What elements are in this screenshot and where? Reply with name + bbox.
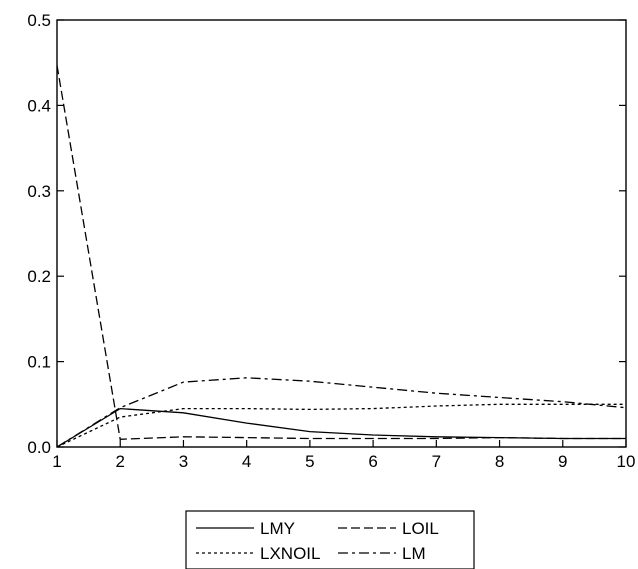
series-line-loil xyxy=(56,65,626,440)
y-tick-label: 0.2 xyxy=(27,267,51,286)
y-tick-label: 0.0 xyxy=(27,438,51,457)
x-tick-label: 3 xyxy=(179,452,188,471)
series-line-lxnoil xyxy=(56,403,626,448)
series-line-lm xyxy=(56,377,627,448)
series-line-lmy xyxy=(56,407,626,448)
x-tick-label: 4 xyxy=(242,452,251,471)
plot-frame xyxy=(56,19,627,448)
x-axis-ticks: 1 2 3 4 5 6 7 8 9 10 xyxy=(52,440,635,471)
y-axis-ticks: 0.0 0.1 0.2 0.3 0.4 0.5 xyxy=(27,11,626,457)
legend: LMY LOIL LXNOIL LM xyxy=(185,510,475,569)
x-tick-label: 5 xyxy=(305,452,314,471)
x-tick-label: 9 xyxy=(558,452,567,471)
legend-box xyxy=(185,510,475,569)
legend-label-lm: LM xyxy=(402,544,426,563)
legend-label-loil: LOIL xyxy=(402,519,439,538)
y-tick-label: 0.4 xyxy=(27,96,51,115)
x-tick-label: 10 xyxy=(617,452,636,471)
legend-label-lmy: LMY xyxy=(260,519,295,538)
series-lines xyxy=(56,65,627,448)
y-tick-label: 0.5 xyxy=(27,11,51,30)
x-tick-label: 8 xyxy=(495,452,504,471)
y-tick-label: 0.1 xyxy=(27,353,51,372)
x-tick-label: 1 xyxy=(52,452,61,471)
x-tick-label: 7 xyxy=(432,452,441,471)
legend-label-lxnoil: LXNOIL xyxy=(260,544,320,563)
y-tick-label: 0.3 xyxy=(27,182,51,201)
x-tick-label: 6 xyxy=(368,452,377,471)
x-tick-label: 2 xyxy=(115,452,124,471)
